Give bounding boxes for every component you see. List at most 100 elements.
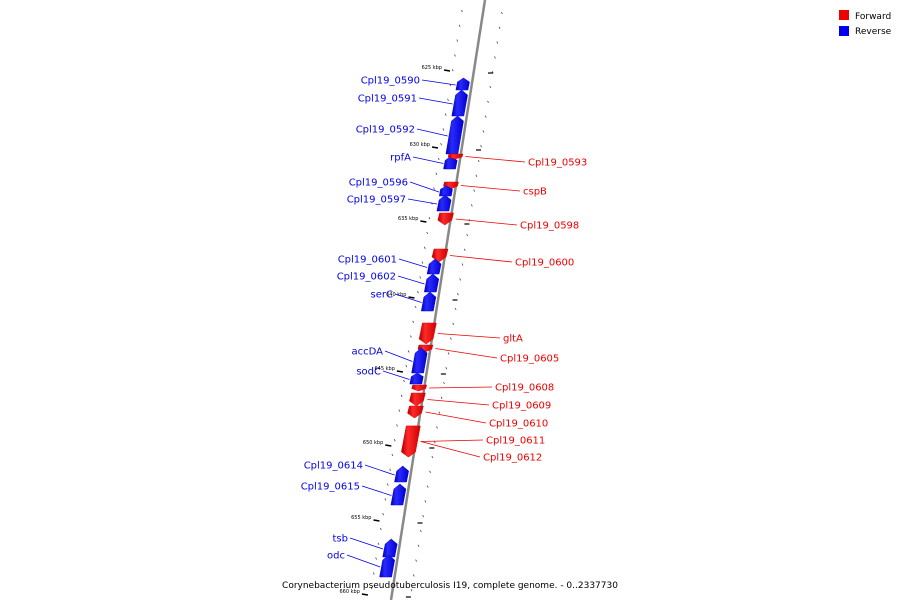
gene-feature-odc[interactable] bbox=[379, 554, 395, 578]
gene-label-cpl19_0615[interactable]: Cpl19_0615 bbox=[301, 482, 360, 493]
minor-tick-left bbox=[426, 231, 429, 235]
gene-label-cpl19_0602[interactable]: Cpl19_0602 bbox=[337, 272, 396, 283]
gene-label-cpl19_0596[interactable]: Cpl19_0596 bbox=[349, 178, 408, 189]
genome-caption: Corynebacterium pseudotuberculosis I19, … bbox=[282, 581, 618, 591]
gene-label-cpl19_0608[interactable]: Cpl19_0608 bbox=[495, 383, 554, 394]
minor-tick-right bbox=[457, 293, 459, 296]
gene-connector-cpl19_0596 bbox=[409, 181, 440, 193]
gene-feature-cpl19_0590[interactable] bbox=[455, 77, 470, 91]
legend-label-reverse: Reverse bbox=[855, 27, 892, 37]
gene-feature-cpl19_0612[interactable] bbox=[401, 425, 421, 458]
gene-label-cpl19_0611[interactable]: Cpl19_0611 bbox=[486, 436, 545, 447]
gene-feature-cpl19_0600[interactable] bbox=[431, 248, 449, 263]
scale-ticks bbox=[370, 9, 503, 592]
gene-feature-cpl19_0615[interactable] bbox=[390, 483, 407, 506]
gene-feature-accda[interactable] bbox=[411, 347, 428, 374]
gene-connector-cpl19_0611 bbox=[420, 439, 484, 442]
minor-tick-right bbox=[494, 56, 496, 59]
gene-feature-glta[interactable] bbox=[418, 322, 437, 345]
gene-connector-cpl19_0593 bbox=[465, 156, 526, 163]
gene-label-cpl19_0593[interactable]: Cpl19_0593 bbox=[528, 158, 587, 169]
gene-feature-cpl19_0593[interactable] bbox=[447, 153, 464, 160]
gene-label-accda[interactable]: accDA bbox=[352, 347, 384, 358]
minor-tick-left bbox=[454, 54, 456, 57]
minor-tick-right bbox=[412, 574, 415, 577]
gene-label-cpl19_0597[interactable]: Cpl19_0597 bbox=[347, 195, 406, 206]
gene-label-cpl19_0605[interactable]: Cpl19_0605 bbox=[500, 354, 559, 365]
gene-feature-serc[interactable] bbox=[420, 291, 437, 312]
gene-label-cpl19_0612[interactable]: Cpl19_0612 bbox=[483, 453, 542, 464]
gene-connector-cpl19_0590 bbox=[421, 79, 456, 86]
gene-feature-cpl19_0609[interactable] bbox=[409, 392, 426, 407]
kbp-label: 655 kbp bbox=[351, 515, 371, 521]
minor-tick-left bbox=[382, 513, 384, 516]
minor-tick-left bbox=[435, 172, 438, 175]
gene-feature-sodc[interactable] bbox=[409, 372, 424, 385]
gene-feature-cpl19_0608[interactable] bbox=[411, 384, 428, 392]
kbp-tick-1 bbox=[431, 146, 439, 149]
minor-tick-left bbox=[442, 128, 445, 131]
minor-tick-left bbox=[400, 394, 403, 397]
gene-feature-cpl19_0597[interactable] bbox=[436, 194, 452, 212]
gene-label-odc[interactable]: odc bbox=[327, 551, 345, 562]
minor-tick-left bbox=[447, 98, 449, 101]
gene-connector-cpl19_0598 bbox=[455, 218, 518, 226]
legend-swatch-reverse bbox=[839, 26, 849, 36]
gene-label-sodc[interactable]: sodC bbox=[356, 367, 381, 378]
gene-label-cspb[interactable]: cspB bbox=[523, 187, 547, 198]
minor-tick-right bbox=[429, 470, 431, 473]
gene-label-cpl19_0598[interactable]: Cpl19_0598 bbox=[520, 221, 579, 232]
gene-connector-cpl19_0591 bbox=[418, 97, 453, 105]
gene-label-cpl19_0614[interactable]: Cpl19_0614 bbox=[304, 461, 363, 472]
gene-feature-cpl19_0598[interactable] bbox=[437, 212, 454, 226]
gene-feature-cpl19_0591[interactable] bbox=[451, 89, 468, 117]
gene-label-tsb[interactable]: tsb bbox=[333, 534, 348, 545]
minor-tick-left bbox=[444, 113, 447, 116]
minor-tick-left bbox=[414, 305, 417, 309]
gene-label-cpl19_0601[interactable]: Cpl19_0601 bbox=[338, 255, 397, 266]
minor-tick-right bbox=[480, 145, 482, 148]
gene-label-cpl19_0610[interactable]: Cpl19_0610 bbox=[489, 419, 548, 430]
gene-feature-cpl19_0614[interactable] bbox=[394, 465, 409, 483]
minor-tick-right bbox=[426, 485, 429, 488]
minor-tick-right bbox=[450, 337, 452, 340]
gene-label-cpl19_0591[interactable]: Cpl19_0591 bbox=[358, 94, 417, 105]
minor-tick-left bbox=[437, 157, 440, 161]
gene-connector-cspb bbox=[460, 185, 521, 192]
minor-tick-right bbox=[484, 115, 487, 118]
gene-feature-cpl19_0610[interactable] bbox=[407, 405, 424, 419]
gene-label-cpl19_0609[interactable]: Cpl19_0609 bbox=[492, 401, 551, 412]
gene-connector-cpl19_0592 bbox=[416, 128, 448, 137]
minor-tick-left bbox=[433, 187, 435, 190]
gene-label-cpl19_0600[interactable]: Cpl19_0600 bbox=[515, 258, 574, 269]
kbp-tick-7 bbox=[361, 593, 369, 596]
minor-tick-right bbox=[466, 233, 469, 237]
minor-tick-right bbox=[482, 130, 485, 133]
gene-feature-rpfa[interactable] bbox=[443, 155, 458, 170]
gene-label-glta[interactable]: gltA bbox=[503, 334, 523, 345]
kbp-tick-4 bbox=[396, 370, 404, 373]
minor-tick-left bbox=[451, 69, 454, 72]
kbp-label: 650 kbp bbox=[363, 440, 383, 446]
gene-feature-cpl19_0602[interactable] bbox=[423, 273, 440, 293]
gene-connector-cpl19_0600 bbox=[449, 255, 513, 263]
gene-feature-tsb[interactable] bbox=[382, 538, 398, 558]
minor-tick-left bbox=[398, 409, 401, 412]
kbp-tick-0 bbox=[443, 69, 451, 72]
gene-label-cpl19_0590[interactable]: Cpl19_0590 bbox=[361, 76, 420, 87]
legend-label-forward: Forward bbox=[855, 12, 891, 22]
minor-tick-right bbox=[417, 544, 420, 547]
minor-tick-left bbox=[375, 557, 377, 560]
gene-label-rpfa[interactable]: rpfA bbox=[390, 153, 411, 164]
gene-connector-cpl19_0605 bbox=[435, 348, 498, 359]
gene-connector-odc bbox=[346, 554, 381, 568]
gene-label-serc[interactable]: serC bbox=[371, 290, 393, 301]
gene-connector-serc bbox=[394, 293, 422, 303]
minor-tick-left bbox=[379, 527, 382, 531]
gene-label-cpl19_0592[interactable]: Cpl19_0592 bbox=[356, 125, 415, 136]
minor-tick-right bbox=[443, 381, 445, 385]
kbp-tick-2 bbox=[420, 220, 427, 223]
minor-tick-right bbox=[475, 174, 478, 177]
gene-features bbox=[379, 77, 470, 578]
